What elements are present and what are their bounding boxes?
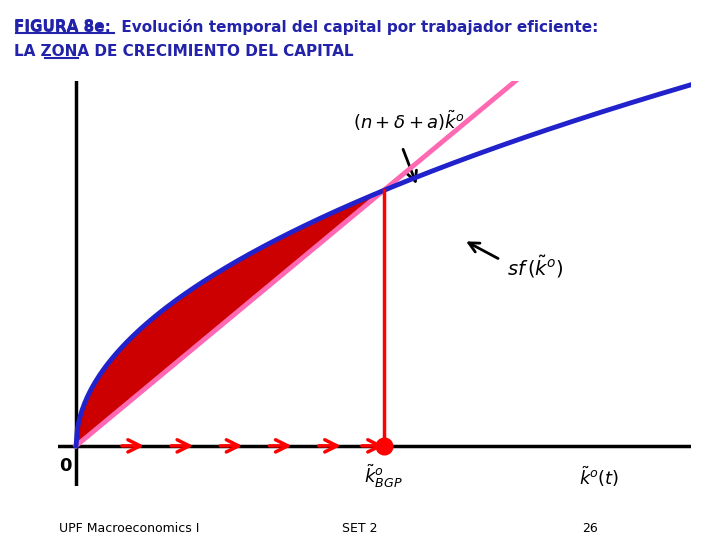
Text: $sf\,(\tilde{k}^{o})$: $sf\,(\tilde{k}^{o})$ — [507, 254, 563, 280]
Text: UPF Macroeconomics I: UPF Macroeconomics I — [60, 522, 199, 535]
Text: FIGURA 8e: FIGURA 8e — [14, 19, 105, 34]
Text: FIGURA 8e:  Evolución temporal del capital por trabajador eficiente:: FIGURA 8e: Evolución temporal del capita… — [14, 19, 599, 35]
Text: $\tilde{k}^{o}(t)$: $\tilde{k}^{o}(t)$ — [579, 464, 619, 489]
Text: 0: 0 — [59, 457, 71, 475]
Text: LA ZONA DE CRECIMIENTO DEL CAPITAL: LA ZONA DE CRECIMIENTO DEL CAPITAL — [14, 44, 354, 59]
Text: SET 2: SET 2 — [342, 522, 378, 535]
Text: $\tilde{k}^{o}_{BGP}$: $\tilde{k}^{o}_{BGP}$ — [364, 463, 403, 490]
Text: 26: 26 — [582, 522, 598, 535]
Text: $(n+\delta+a)\tilde{k}^{o}$: $(n+\delta+a)\tilde{k}^{o}$ — [353, 109, 464, 133]
